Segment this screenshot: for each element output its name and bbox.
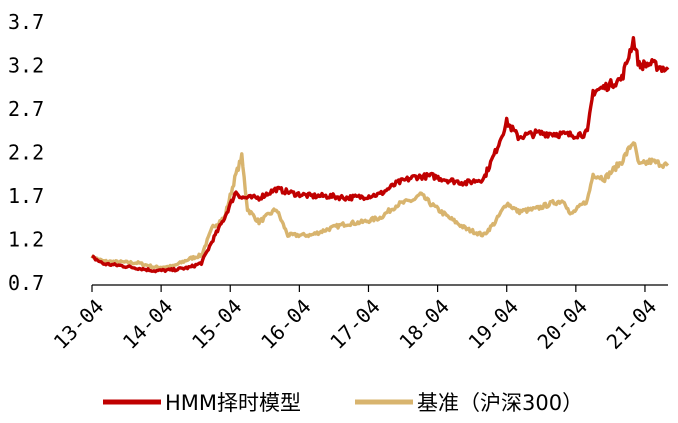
y-tick-label: 1.7 <box>8 184 44 208</box>
y-tick-label: 3.7 <box>8 10 44 34</box>
x-tick-label: 19-04 <box>463 294 523 354</box>
x-tick-label: 14-04 <box>118 294 178 354</box>
y-tick-label: 0.7 <box>8 271 44 295</box>
legend-label: HMM择时模型 <box>165 391 301 415</box>
series-layer <box>90 36 670 274</box>
legend-item-hmm-model: HMM择时模型 <box>103 391 301 415</box>
legend-item-benchmark: 基准（沪深300） <box>355 391 583 415</box>
x-tick-label: 16-04 <box>256 294 316 354</box>
x-tick-label: 21-04 <box>602 294 662 354</box>
x-tick-label: 15-04 <box>187 294 247 354</box>
x-tick-label: 20-04 <box>533 294 593 354</box>
x-tick-label: 13-04 <box>49 294 109 354</box>
x-tick-labels: 13-04 14-04 15-04 16-04 17-04 18-04 19-04 20-04… <box>49 285 662 354</box>
x-tick-label: 18-04 <box>394 294 454 354</box>
legend-label: 基准（沪深300） <box>417 391 583 415</box>
x-tick-label: 17-04 <box>325 294 385 354</box>
y-tick-label: 2.2 <box>8 141 44 165</box>
y-tick-label: 2.7 <box>8 97 44 121</box>
y-tick-label: 3.2 <box>8 54 44 78</box>
series-line-hmm-model <box>91 36 670 274</box>
y-tick-label: 1.2 <box>8 228 44 252</box>
series-line-benchmark <box>90 141 670 270</box>
legend: HMM择时模型 基准（沪深300） <box>103 391 583 415</box>
y-tick-labels: 0.7 1.2 1.7 2.2 2.7 3.2 3.7 <box>8 10 44 295</box>
